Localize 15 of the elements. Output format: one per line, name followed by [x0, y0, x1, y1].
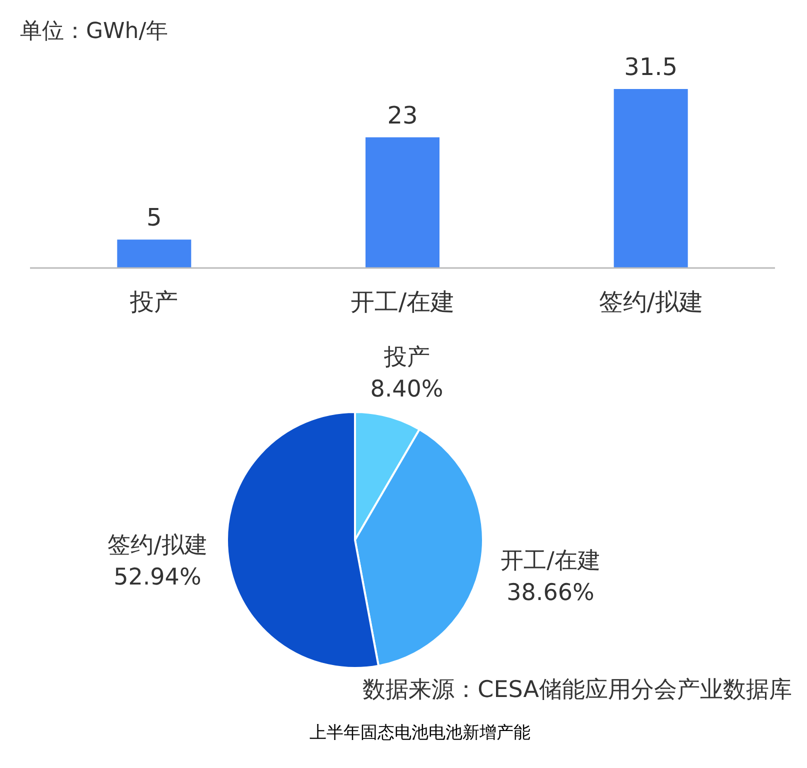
data-label: 31.5 — [624, 53, 678, 81]
data-label: 5 — [146, 204, 162, 232]
slice-label: 投产 — [382, 344, 430, 370]
x-tick-label: 投产 — [129, 288, 178, 316]
slice-label: 签约/拟建 — [108, 532, 208, 558]
data-label: 38.66% — [506, 580, 594, 606]
text: 上半年固态电池电池新增产能 — [310, 723, 530, 742]
x-tick-label: 开工/在建 — [350, 288, 455, 316]
data-label: 23 — [387, 101, 418, 130]
source-note: 数据来源：CESA储能应用分会产业数据库 — [362, 677, 792, 703]
text: 单位：GWh/年 — [20, 19, 168, 44]
x-tick-label: 签约/拟建 — [598, 288, 703, 316]
slice-label: 开工/在建 — [500, 548, 600, 574]
data-label: 52.94% — [114, 564, 202, 590]
data-label: 8.40% — [370, 376, 444, 402]
